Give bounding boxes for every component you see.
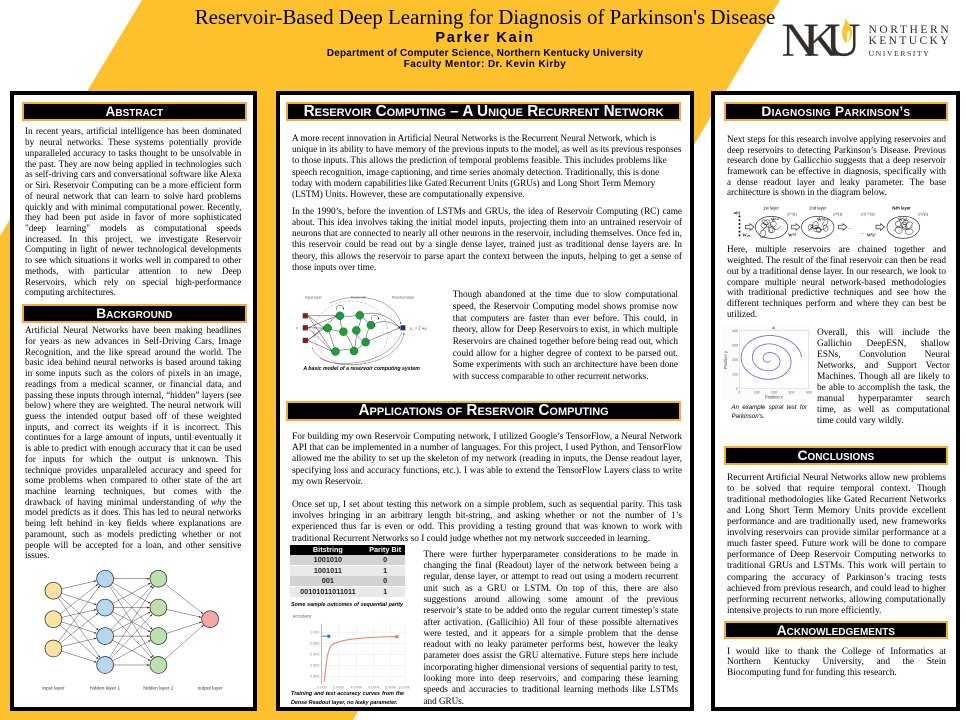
svg-text:Reservoir: Reservoir (351, 296, 367, 300)
svg-text:400: 400 (732, 329, 738, 333)
svg-text:W⁽²⁾: W⁽²⁾ (788, 233, 796, 238)
svg-text:Input layer: Input layer (305, 296, 323, 300)
svg-text:Nₗth layer: Nₗth layer (892, 205, 911, 210)
svg-text:300: 300 (788, 391, 794, 395)
svg-text:0: 0 (738, 391, 740, 395)
svg-text:Ŵ⁽¹⁾: Ŵ⁽¹⁾ (771, 217, 780, 222)
svg-text:accuracy: accuracy (293, 614, 312, 619)
svg-text:0.900: 0.900 (310, 653, 320, 657)
svg-text:hidden layer 1: hidden layer 1 (90, 686, 120, 692)
svg-text:1st layer: 1st layer (763, 205, 779, 210)
svg-text:0.800: 0.800 (310, 675, 320, 679)
svg-text:2.000k: 2.000k (333, 685, 345, 689)
svg-text:100: 100 (732, 372, 738, 376)
svg-text:input layer: input layer (42, 686, 65, 692)
svg-text:0.950: 0.950 (310, 641, 320, 645)
svg-text:Position x: Position x (765, 394, 784, 399)
svg-text:x: x (295, 326, 298, 330)
svg-text:...: ... (860, 231, 864, 236)
svg-text:8.000k: 8.000k (385, 685, 397, 689)
svg-text:2nd layer: 2nd layer (809, 205, 827, 210)
svg-text:...: ... (848, 226, 852, 231)
svg-text:Ŵ⁽ẍ⁾: Ŵ⁽ẍ⁾ (898, 217, 908, 222)
svg-text:x⁽¹⁾(t): x⁽¹⁾(t) (787, 211, 797, 216)
svg-text:Ŵ⁽²⁾: Ŵ⁽²⁾ (817, 217, 826, 222)
svg-text:1.000: 1.000 (310, 630, 320, 634)
svg-text:Readout layer: Readout layer (392, 296, 415, 300)
svg-text:W⁽ẍ⁾: W⁽ẍ⁾ (867, 233, 876, 238)
svg-text:100: 100 (754, 391, 760, 395)
svg-text:x⁽ẍ⁻¹⁾(t): x⁽ẍ⁻¹⁾(t) (861, 211, 875, 216)
svg-text:hidden layer 2: hidden layer 2 (143, 686, 173, 692)
svg-text:300: 300 (732, 343, 738, 347)
svg-text:u(t): u(t) (734, 210, 741, 215)
svg-text:a): a) (772, 326, 775, 330)
svg-text:x⁽ẍ⁾(t): x⁽ẍ⁾(t) (918, 211, 929, 216)
svg-text:6.000k: 6.000k (368, 685, 380, 689)
svg-text:Wₒₙ: Wₒₙ (742, 233, 750, 238)
svg-text:200: 200 (771, 391, 777, 395)
svg-text:4.000k: 4.000k (350, 685, 362, 689)
svg-text:0: 0 (736, 387, 738, 391)
svg-text:output layer: output layer (198, 686, 223, 692)
svg-text:0.000: 0.000 (317, 685, 327, 689)
svg-text:10.00k: 10.00k (398, 685, 410, 689)
svg-text:200: 200 (732, 358, 738, 362)
svg-text:yₒᵗₓ = Σ wᵢxᵢ: yₒᵗₓ = Σ wᵢxᵢ (409, 326, 428, 330)
svg-text:0.850: 0.850 (310, 663, 320, 667)
svg-text:x⁽²⁾(t): x⁽²⁾(t) (833, 211, 843, 216)
svg-text:Position y: Position y (723, 350, 728, 369)
svg-text:400: 400 (806, 391, 812, 395)
